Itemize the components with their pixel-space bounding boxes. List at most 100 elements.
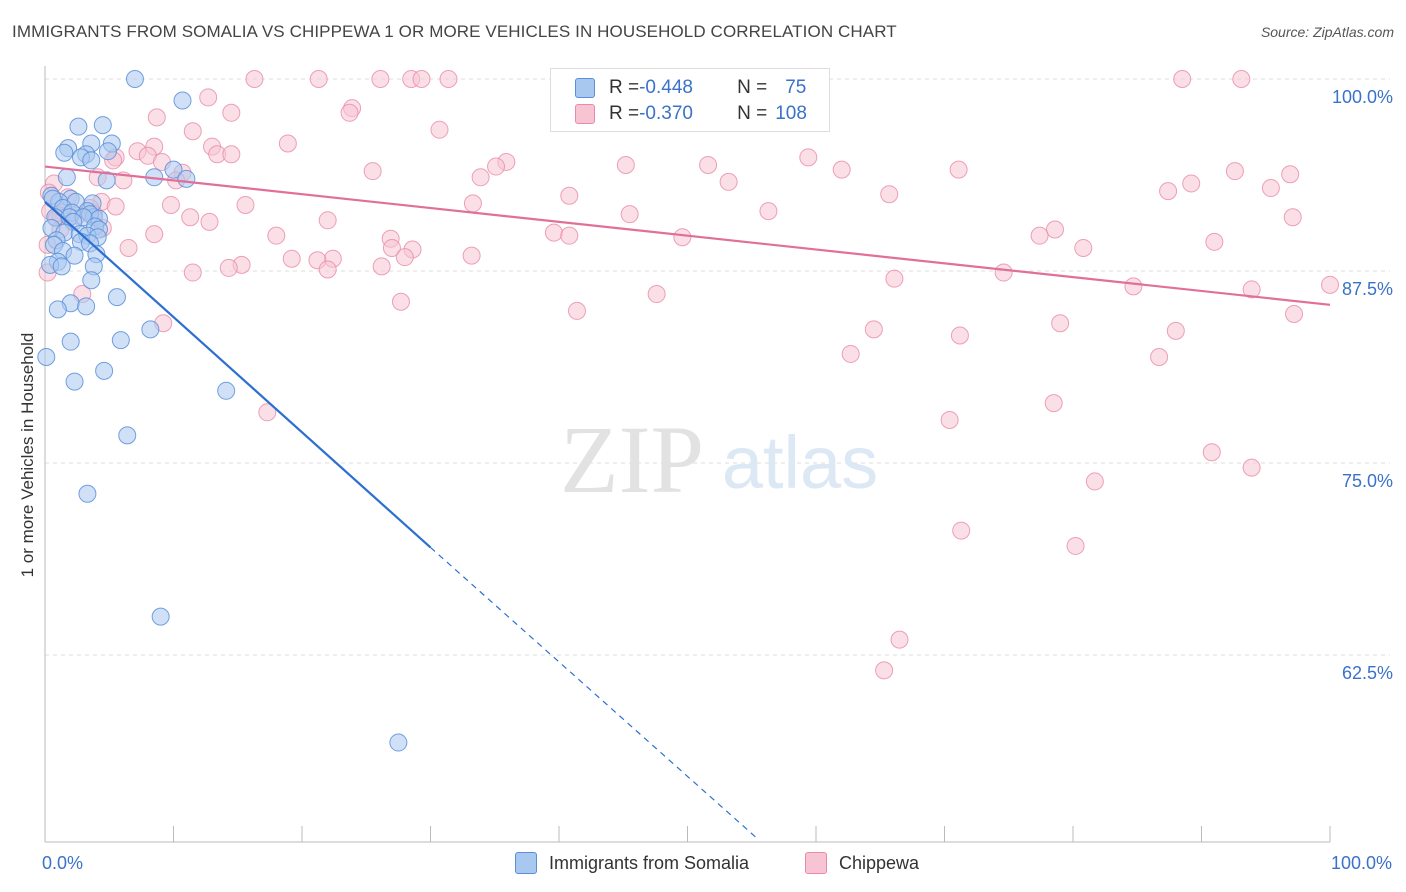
somalia-point [95,361,114,380]
chippewa-point [106,197,125,216]
y-tick-label: 100.0% [1332,87,1393,107]
chippewa-point [864,320,883,339]
x-tick-label-max: 100.0% [1330,853,1392,873]
somalia-point [217,381,236,400]
chippewa-point [1066,536,1085,555]
chippewa-point [940,410,959,429]
chippewa-point [885,269,904,288]
somalia-point [107,288,126,307]
chippewa-point [560,186,579,205]
y-tick-label: 62.5% [1342,663,1393,683]
somalia-point [173,91,192,110]
chippewa-point [258,403,277,422]
chippewa-point [875,661,894,680]
legend-item-somalia[interactable]: Immigrants from Somalia [515,852,749,874]
axes [44,66,1331,843]
chippewa-point [161,195,180,214]
chippewa-point [952,521,971,540]
chippewa-point [1173,70,1192,88]
somalia-point [65,372,84,391]
somalia-point [61,332,80,351]
legend-swatch-somalia [575,78,595,98]
chippewa-point [463,194,482,213]
chippewa-point [1182,174,1201,193]
watermark-atlas: atlas [722,421,878,504]
chippewa-point [430,120,449,139]
legend-r-label: R = [609,77,640,98]
legend-n-value: 108 [775,103,807,124]
legend-n-label: N = [737,77,768,98]
chippewa-point [183,263,202,282]
somalia-point [98,142,117,161]
chippewa-trend-line [44,165,1331,306]
somalia-point [125,70,144,88]
chippewa-point [1159,182,1178,201]
chippewa-point [567,301,586,320]
chart-title: IMMIGRANTS FROM SOMALIA VS CHIPPEWA 1 OR… [12,22,897,41]
chippewa-points [38,70,1339,680]
chippewa-point [1321,275,1339,294]
chippewa-point [841,344,860,363]
chippewa-point [1074,238,1093,257]
chippewa-point [1166,321,1185,340]
chippewa-point [145,225,164,244]
chippewa-point [147,108,166,127]
chippewa-point [372,257,391,276]
watermark: ZIP atlas [560,406,878,513]
somalia-point [111,331,130,350]
somalia-point [52,257,71,276]
chippewa-point [673,228,692,247]
chippewa-point [1030,226,1049,245]
legend-swatch-somalia [515,852,537,874]
chippewa-point [371,70,390,88]
chippewa-point [994,263,1013,282]
legend-item-chippewa[interactable]: Chippewa [805,852,919,874]
chippewa-point [1124,277,1143,296]
chippewa-point [616,156,635,175]
somalia-point [141,320,160,339]
legend-swatch-chippewa [575,104,595,124]
somalia-point [78,484,97,503]
somalia-point [93,116,112,135]
chippewa-point [382,238,401,257]
chippewa-point [318,211,337,230]
chippewa-point [1202,443,1221,462]
chippewa-point [949,160,968,179]
chippewa-point [340,103,359,122]
chippewa-point [462,246,481,265]
chippewa-point [183,122,202,141]
chippewa-point [620,205,639,224]
chippewa-point [245,70,264,88]
chippewa-point [719,172,738,191]
somalia-point [118,426,137,445]
chippewa-point [759,202,778,221]
somalia-point [389,733,408,752]
chippewa-point [395,248,414,267]
y-axis-label: 1 or more Vehicles in Household [18,332,37,578]
chippewa-point [699,156,718,175]
chippewa-point [200,212,219,231]
series-legend: Immigrants from Somalia Chippewa [0,852,1406,876]
somalia-point [69,117,88,136]
legend-r-value: -0.448 [639,77,693,98]
correlation-legend: R = -0.448 N = 75 R = -0.370 N = 108 [550,68,830,132]
chippewa-point [439,70,458,88]
chippewa-point [487,157,506,176]
chippewa-point [1283,208,1302,227]
trend-lines [44,165,1331,840]
chippewa-point [880,185,899,204]
somalia-point [164,160,183,179]
legend-row-somalia: R = -0.448 N = 75 [575,77,806,99]
legend-n-value: 75 [785,77,807,98]
chippewa-point [391,292,410,311]
chippewa-point [412,70,431,88]
chippewa-point [199,88,218,107]
chippewa-point [560,226,579,245]
chippewa-point [832,160,851,179]
x-tick-label-min: 0.0% [42,853,84,873]
chippewa-point [278,134,297,153]
chippewa-point [363,162,382,181]
somalia-point [37,348,56,367]
chippewa-point [222,103,241,122]
